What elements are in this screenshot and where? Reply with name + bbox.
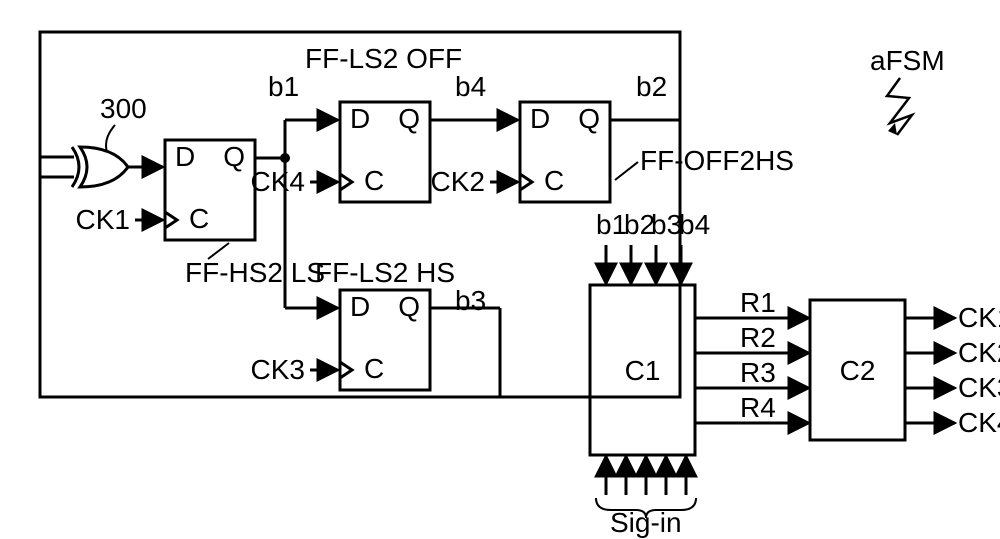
b-label-b3: b3 — [455, 285, 486, 316]
ff4-name: FF-LS2 HS — [315, 257, 455, 288]
ck-label-4: CK4 — [958, 407, 1000, 438]
ff-c-label: C — [189, 203, 209, 234]
xor-gate — [80, 147, 128, 187]
r-label-3: R3 — [740, 357, 776, 388]
ff-d-label: D — [175, 141, 195, 172]
ck-label-1: CK1 — [958, 302, 1000, 333]
b-label-b2: b2 — [636, 71, 667, 102]
ff-d-label: D — [350, 103, 370, 134]
ff-c-label: C — [364, 165, 384, 196]
c1-top-b4: b4 — [679, 209, 710, 240]
xor-label: 300 — [100, 93, 147, 124]
ff-c-label: C — [544, 165, 564, 196]
r-label-2: R2 — [740, 322, 776, 353]
ff-q-label: Q — [223, 141, 245, 172]
outer-box — [40, 32, 680, 397]
clk-label: CK4 — [251, 166, 305, 197]
ff-d-label: D — [530, 103, 550, 134]
ck-label-2: CK2 — [958, 337, 1000, 368]
ff-q-label: Q — [398, 291, 420, 322]
c1-top-b3: b3 — [651, 209, 682, 240]
ff-q-label: Q — [578, 103, 600, 134]
clk-label: CK3 — [251, 354, 305, 385]
ff3-name: FF-OFF2HS — [640, 145, 794, 176]
afsm-label: aFSM — [870, 45, 945, 76]
clk-label: CK2 — [431, 166, 485, 197]
afsm-zigzag — [887, 78, 912, 135]
c2-label: C2 — [840, 355, 876, 386]
ff-c-label: C — [364, 353, 384, 384]
r-label-1: R1 — [740, 287, 776, 318]
ff1-name: FF-HS2 LS — [185, 257, 325, 288]
r-label-4: R4 — [740, 392, 776, 423]
c1-label: C1 — [625, 355, 661, 386]
ff-q-label: Q — [398, 103, 420, 134]
ff2-name: FF-LS2 OFF — [305, 43, 462, 74]
clk-label: CK1 — [76, 204, 130, 235]
b-label-b1_top: b1 — [268, 71, 299, 102]
ck-label-3: CK3 — [958, 372, 1000, 403]
ff-d-label: D — [350, 291, 370, 322]
b-label-b4: b4 — [455, 71, 486, 102]
c1-top-b1: b1 — [596, 209, 627, 240]
sig-in-label: Sig-in — [610, 507, 682, 538]
